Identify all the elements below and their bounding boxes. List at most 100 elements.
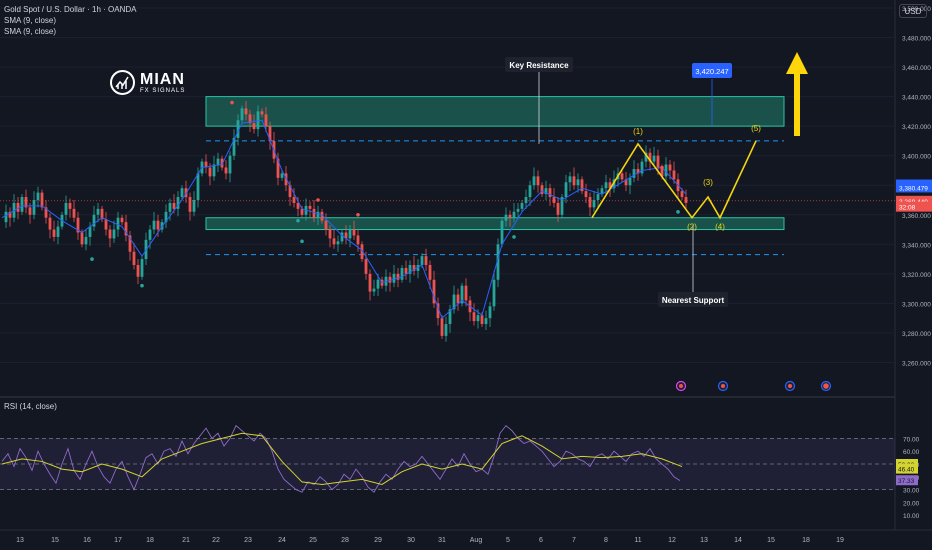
candle-body: [76, 217, 80, 233]
candle-body: [672, 170, 676, 180]
candle-body: [84, 236, 88, 245]
candle-body: [24, 197, 28, 208]
candle-body: [348, 229, 352, 239]
candle-body: [8, 211, 12, 218]
candle-body: [620, 173, 624, 180]
candle-body: [536, 176, 540, 186]
candle-body: [560, 197, 564, 215]
candle-body: [252, 123, 256, 130]
candle-body: [400, 267, 404, 280]
candle-body: [188, 197, 192, 212]
candle-body: [16, 202, 20, 212]
rsi-legend[interactable]: RSI (14, close): [4, 402, 57, 411]
candle-body: [316, 211, 320, 218]
candle-body: [412, 264, 416, 271]
price-scale-panel: [895, 0, 932, 550]
candle-body: [388, 276, 392, 283]
date-tick-label: 16: [83, 537, 91, 544]
candle-body: [476, 315, 480, 322]
date-tick-label: 8: [604, 537, 608, 544]
candle-body: [656, 155, 660, 168]
candle-body: [324, 220, 328, 230]
candle-body: [496, 244, 500, 280]
resistance-zone: [205, 96, 785, 127]
candle-body: [192, 200, 196, 212]
candle-body: [652, 155, 656, 162]
symbol-title[interactable]: Gold Spot / U.S. Dollar · 1h · OANDA: [4, 5, 137, 14]
candle-body: [516, 208, 520, 212]
candle-body: [532, 176, 536, 186]
key-resistance-box: [505, 57, 573, 72]
date-tick-label: 11: [634, 537, 641, 544]
candle-body: [540, 185, 544, 195]
sma-legend-1[interactable]: SMA (9, close): [4, 16, 57, 25]
date-tick-label: 12: [668, 537, 676, 544]
candle-body: [240, 108, 244, 121]
signal-dot: [300, 239, 304, 244]
currency-button[interactable]: USD: [899, 4, 927, 18]
candle-body: [396, 273, 400, 280]
candle-body: [220, 158, 224, 168]
candle-body: [284, 173, 288, 186]
candle-body: [308, 205, 312, 209]
candle-body: [360, 244, 364, 260]
price-tick-label: 3,260.000: [902, 360, 931, 367]
candle-body: [224, 167, 228, 174]
candle-body: [176, 197, 180, 209]
signal-dot: [676, 210, 680, 214]
candle-body: [80, 232, 84, 245]
candle-body: [592, 200, 596, 208]
date-tick-label: 15: [51, 537, 59, 544]
rsi-ma-line: [1, 432, 683, 486]
candle-body: [140, 259, 144, 277]
sma-legend-2[interactable]: SMA (9, close): [4, 27, 57, 36]
date-tick-label: 24: [278, 537, 286, 544]
candle-body: [268, 126, 272, 141]
candle-body: [208, 167, 212, 177]
date-tick-label: 21: [182, 537, 190, 544]
candle-body: [428, 264, 432, 280]
candle-body: [168, 202, 172, 212]
candle-body: [20, 197, 24, 212]
candle-body: [500, 220, 504, 245]
candle-body: [448, 309, 452, 325]
elliott-wave-line: [591, 140, 757, 220]
candle-body: [44, 207, 48, 218]
candle-body: [556, 202, 560, 215]
candle-body: [484, 318, 488, 325]
candle-body: [124, 222, 128, 236]
candle-body: [456, 294, 460, 304]
price-tick-label: 3,340.000: [902, 242, 931, 249]
candle-body: [288, 185, 292, 198]
candle-body: [96, 208, 100, 215]
candle-body: [452, 294, 456, 310]
rsi-value-badge-text: 46.40: [898, 467, 915, 474]
candle-body: [680, 191, 684, 198]
candle-body: [344, 232, 348, 239]
candle-body: [464, 285, 468, 301]
candle-body: [404, 267, 408, 274]
price-tick-label: 3,300.000: [902, 301, 931, 308]
candle-body: [376, 279, 380, 289]
date-tick-label: 17: [114, 537, 122, 544]
event-flag-dot: [679, 384, 683, 388]
date-tick-label: 23: [244, 537, 252, 544]
signal-dot: [356, 212, 360, 217]
signal-dot: [140, 283, 144, 288]
candle-body: [204, 161, 208, 168]
rsi-tick-label: 70.00: [903, 436, 920, 443]
brand-logo: MIAN FX SIGNALS: [110, 70, 185, 95]
bullish-arrow-icon: [786, 52, 808, 136]
signal-dot: [90, 257, 94, 261]
candle-body: [36, 192, 40, 200]
candle-body: [548, 188, 552, 198]
candle-body: [152, 220, 156, 230]
candle-body: [264, 114, 268, 127]
candle-body: [440, 318, 444, 336]
wave-label: (5): [751, 124, 761, 133]
candle-body: [576, 179, 580, 186]
candle-body: [636, 168, 640, 174]
candle-body: [684, 197, 688, 203]
